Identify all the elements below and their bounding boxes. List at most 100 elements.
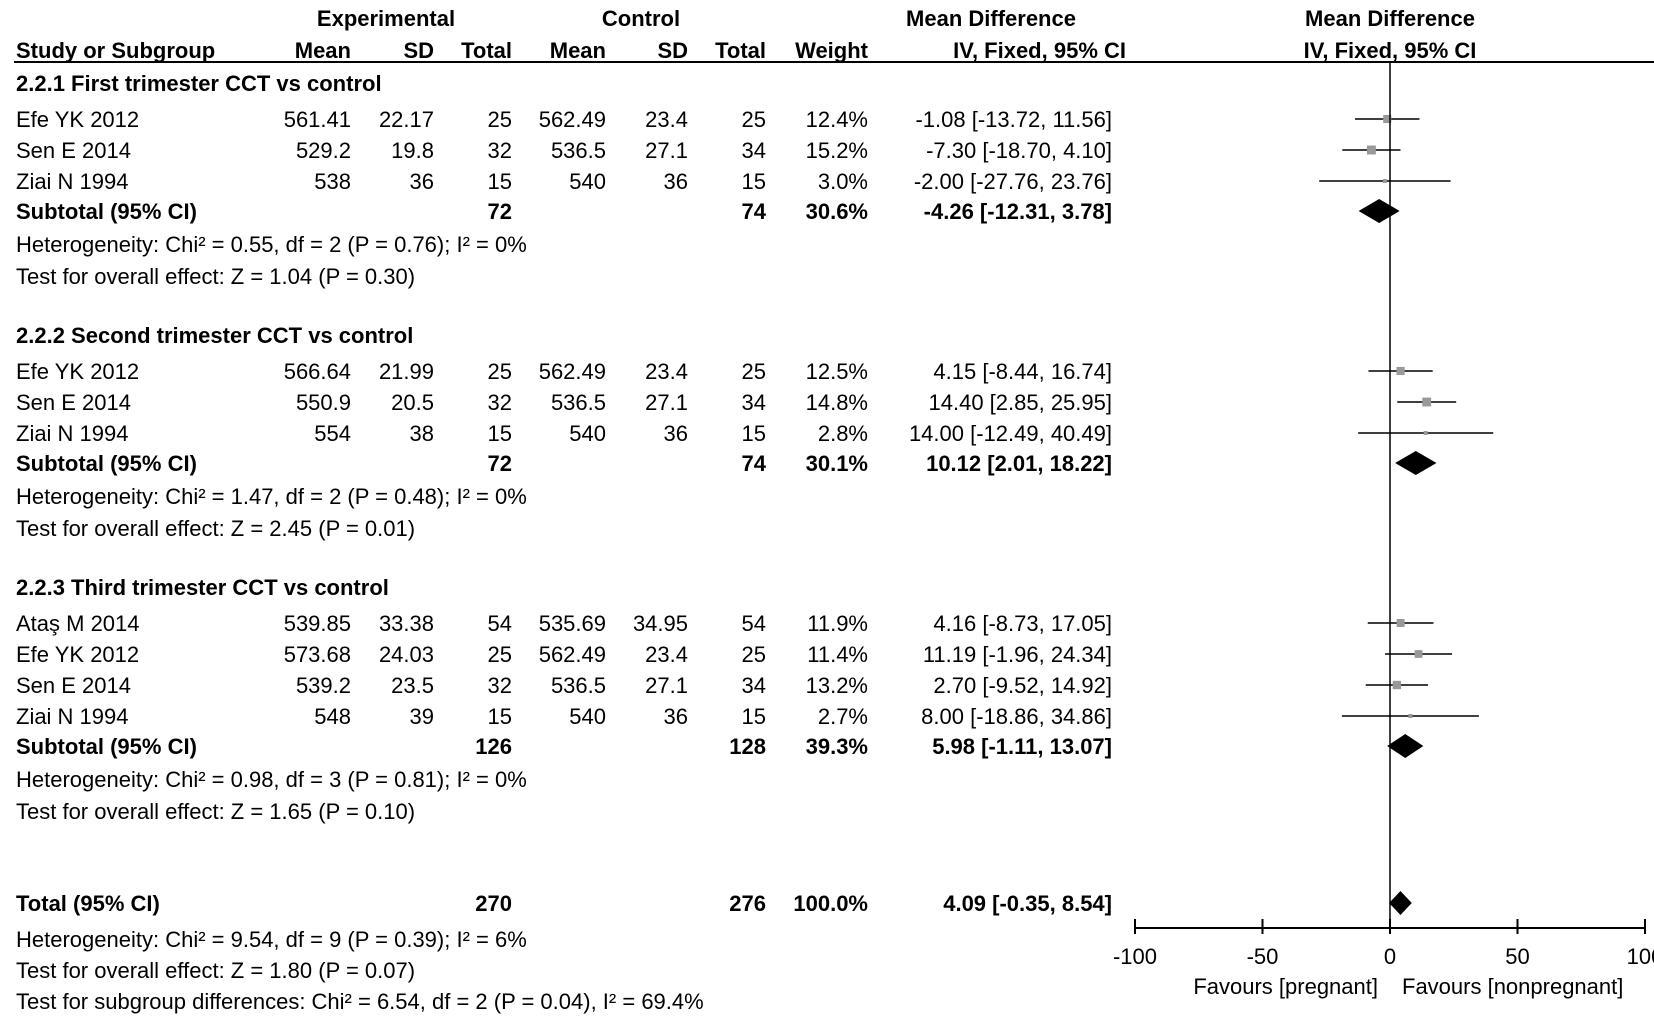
subtotal-label: Subtotal (95% CI): [16, 451, 197, 476]
ctl-total: 34: [742, 138, 766, 163]
exp-mean: 554: [314, 421, 351, 446]
header-plot-ci: IV, Fixed, 95% CI: [1304, 38, 1477, 63]
subtotal-label: Subtotal (95% CI): [16, 199, 197, 224]
study-name: Efe YK 2012: [16, 359, 139, 384]
weight: 13.2%: [806, 673, 868, 698]
md-ci: 4.15 [-8.44, 16.74]: [933, 359, 1112, 384]
weight: 2.8%: [818, 421, 868, 446]
exp-total: 54: [488, 611, 512, 636]
exp-total: 32: [488, 390, 512, 415]
weight: 14.8%: [806, 390, 868, 415]
study-marker: [1423, 431, 1428, 435]
total-ctl-total: 276: [729, 891, 766, 916]
exp-total: 25: [488, 359, 512, 384]
ctl-sd: 36: [664, 704, 688, 729]
plot-area: -100 -50 0 50 100 Favours [pregnant] Favours […: [1113, 62, 1654, 999]
total-weight: 100.0%: [793, 891, 868, 916]
header-exp-mean: Mean: [295, 38, 351, 63]
header-mean-difference: Mean Difference: [906, 6, 1076, 31]
exp-sd: 38: [410, 421, 434, 446]
ctl-mean: 536.5: [551, 138, 606, 163]
exp-sd: 20.5: [391, 390, 434, 415]
ctl-total: 15: [742, 169, 766, 194]
weight: 15.2%: [806, 138, 868, 163]
study-name: Efe YK 2012: [16, 107, 139, 132]
subtotal-ci: 10.12 [2.01, 18.22]: [926, 451, 1112, 476]
header-exp-sd: SD: [403, 38, 434, 63]
favours-right-label: Favours [nonpregnant]: [1402, 974, 1623, 999]
subtotal-diamond: [1358, 199, 1400, 223]
md-ci: 11.19 [-1.96, 24.34]: [923, 642, 1112, 667]
total-heterogeneity-text: Heterogeneity: Chi² = 9.54, df = 9 (P = …: [16, 927, 527, 952]
exp-sd: 23.5: [391, 673, 434, 698]
ctl-total: 15: [742, 704, 766, 729]
ctl-mean: 535.69: [539, 611, 606, 636]
overall-effect-text: Test for overall effect: Z = 2.45 (P = 0…: [16, 516, 415, 541]
ctl-mean: 562.49: [539, 642, 606, 667]
md-ci: 4.16 [-8.73, 17.05]: [933, 611, 1112, 636]
weight: 12.5%: [806, 359, 868, 384]
study-marker: [1396, 619, 1405, 627]
ctl-sd: 23.4: [645, 107, 688, 132]
subtotal-ci: 5.98 [-1.11, 13.07]: [932, 734, 1112, 759]
x-tick-label: -50: [1247, 944, 1279, 969]
exp-mean: 539.85: [284, 611, 351, 636]
ctl-total: 54: [742, 611, 766, 636]
exp-mean: 561.41: [284, 107, 351, 132]
header-control: Control: [602, 6, 680, 31]
exp-total: 15: [488, 421, 512, 446]
study-marker: [1382, 179, 1387, 183]
subgroup-differences-text: Test for subgroup differences: Chi² = 6.…: [16, 989, 704, 1014]
overall-effect-text: Test for overall effect: Z = 1.65 (P = 0…: [16, 799, 415, 824]
weight: 11.4%: [807, 642, 868, 667]
md-ci: -2.00 [-27.76, 23.76]: [914, 169, 1112, 194]
exp-total: 32: [488, 138, 512, 163]
ctl-total: 34: [742, 390, 766, 415]
study-marker: [1392, 680, 1402, 690]
total-diamond: [1389, 891, 1412, 915]
exp-mean: 573.68: [284, 642, 351, 667]
study-name: Sen E 2014: [16, 390, 131, 415]
ctl-mean: 562.49: [539, 359, 606, 384]
study-name: Sen E 2014: [16, 673, 131, 698]
exp-sd: 21.99: [379, 359, 434, 384]
ctl-sd: 34.95: [633, 611, 688, 636]
x-tick-label: 100: [1627, 944, 1654, 969]
header-ctl-total: Total: [715, 38, 766, 63]
study-marker: [1366, 145, 1376, 155]
subtotal-ctl-total: 74: [742, 451, 767, 476]
heterogeneity-text: Heterogeneity: Chi² = 0.98, df = 3 (P = …: [16, 767, 527, 792]
subtotal-ctl-total: 128: [729, 734, 766, 759]
header-exp-total: Total: [461, 38, 512, 63]
x-tick-label: 0: [1384, 944, 1396, 969]
subtotal-weight: 39.3%: [806, 734, 868, 759]
ctl-mean: 540: [569, 169, 606, 194]
header-ctl-mean: Mean: [550, 38, 606, 63]
x-tick-label: -100: [1113, 944, 1157, 969]
header-ctl-sd: SD: [657, 38, 688, 63]
exp-sd: 22.17: [379, 107, 434, 132]
md-ci: -7.30 [-18.70, 4.10]: [926, 138, 1112, 163]
subtotal-diamond: [1387, 734, 1424, 758]
ctl-mean: 562.49: [539, 107, 606, 132]
md-ci: 14.40 [2.85, 25.95]: [929, 390, 1113, 415]
study-marker: [1414, 650, 1423, 658]
subtotal-weight: 30.1%: [806, 451, 868, 476]
md-ci: -1.08 [-13.72, 11.56]: [915, 107, 1112, 132]
ctl-sd: 23.4: [645, 642, 688, 667]
study-marker: [1408, 714, 1413, 718]
subtotal-exp-total: 72: [488, 451, 512, 476]
header-plot-mean-difference: Mean Difference: [1305, 6, 1475, 31]
study-name: Ziai N 1994: [16, 704, 129, 729]
weight: 12.4%: [806, 107, 868, 132]
total-exp-total: 270: [475, 891, 512, 916]
subtotal-ctl-total: 74: [742, 199, 767, 224]
ctl-total: 25: [742, 107, 766, 132]
study-marker: [1383, 114, 1392, 124]
study-name: Ziai N 1994: [16, 169, 129, 194]
subtotal-weight: 30.6%: [806, 199, 868, 224]
ctl-total: 25: [742, 359, 766, 384]
subgroup-title: 2.2.1 First trimester CCT vs control: [16, 71, 382, 96]
total-overall-effect-text: Test for overall effect: Z = 1.80 (P = 0…: [16, 958, 415, 983]
